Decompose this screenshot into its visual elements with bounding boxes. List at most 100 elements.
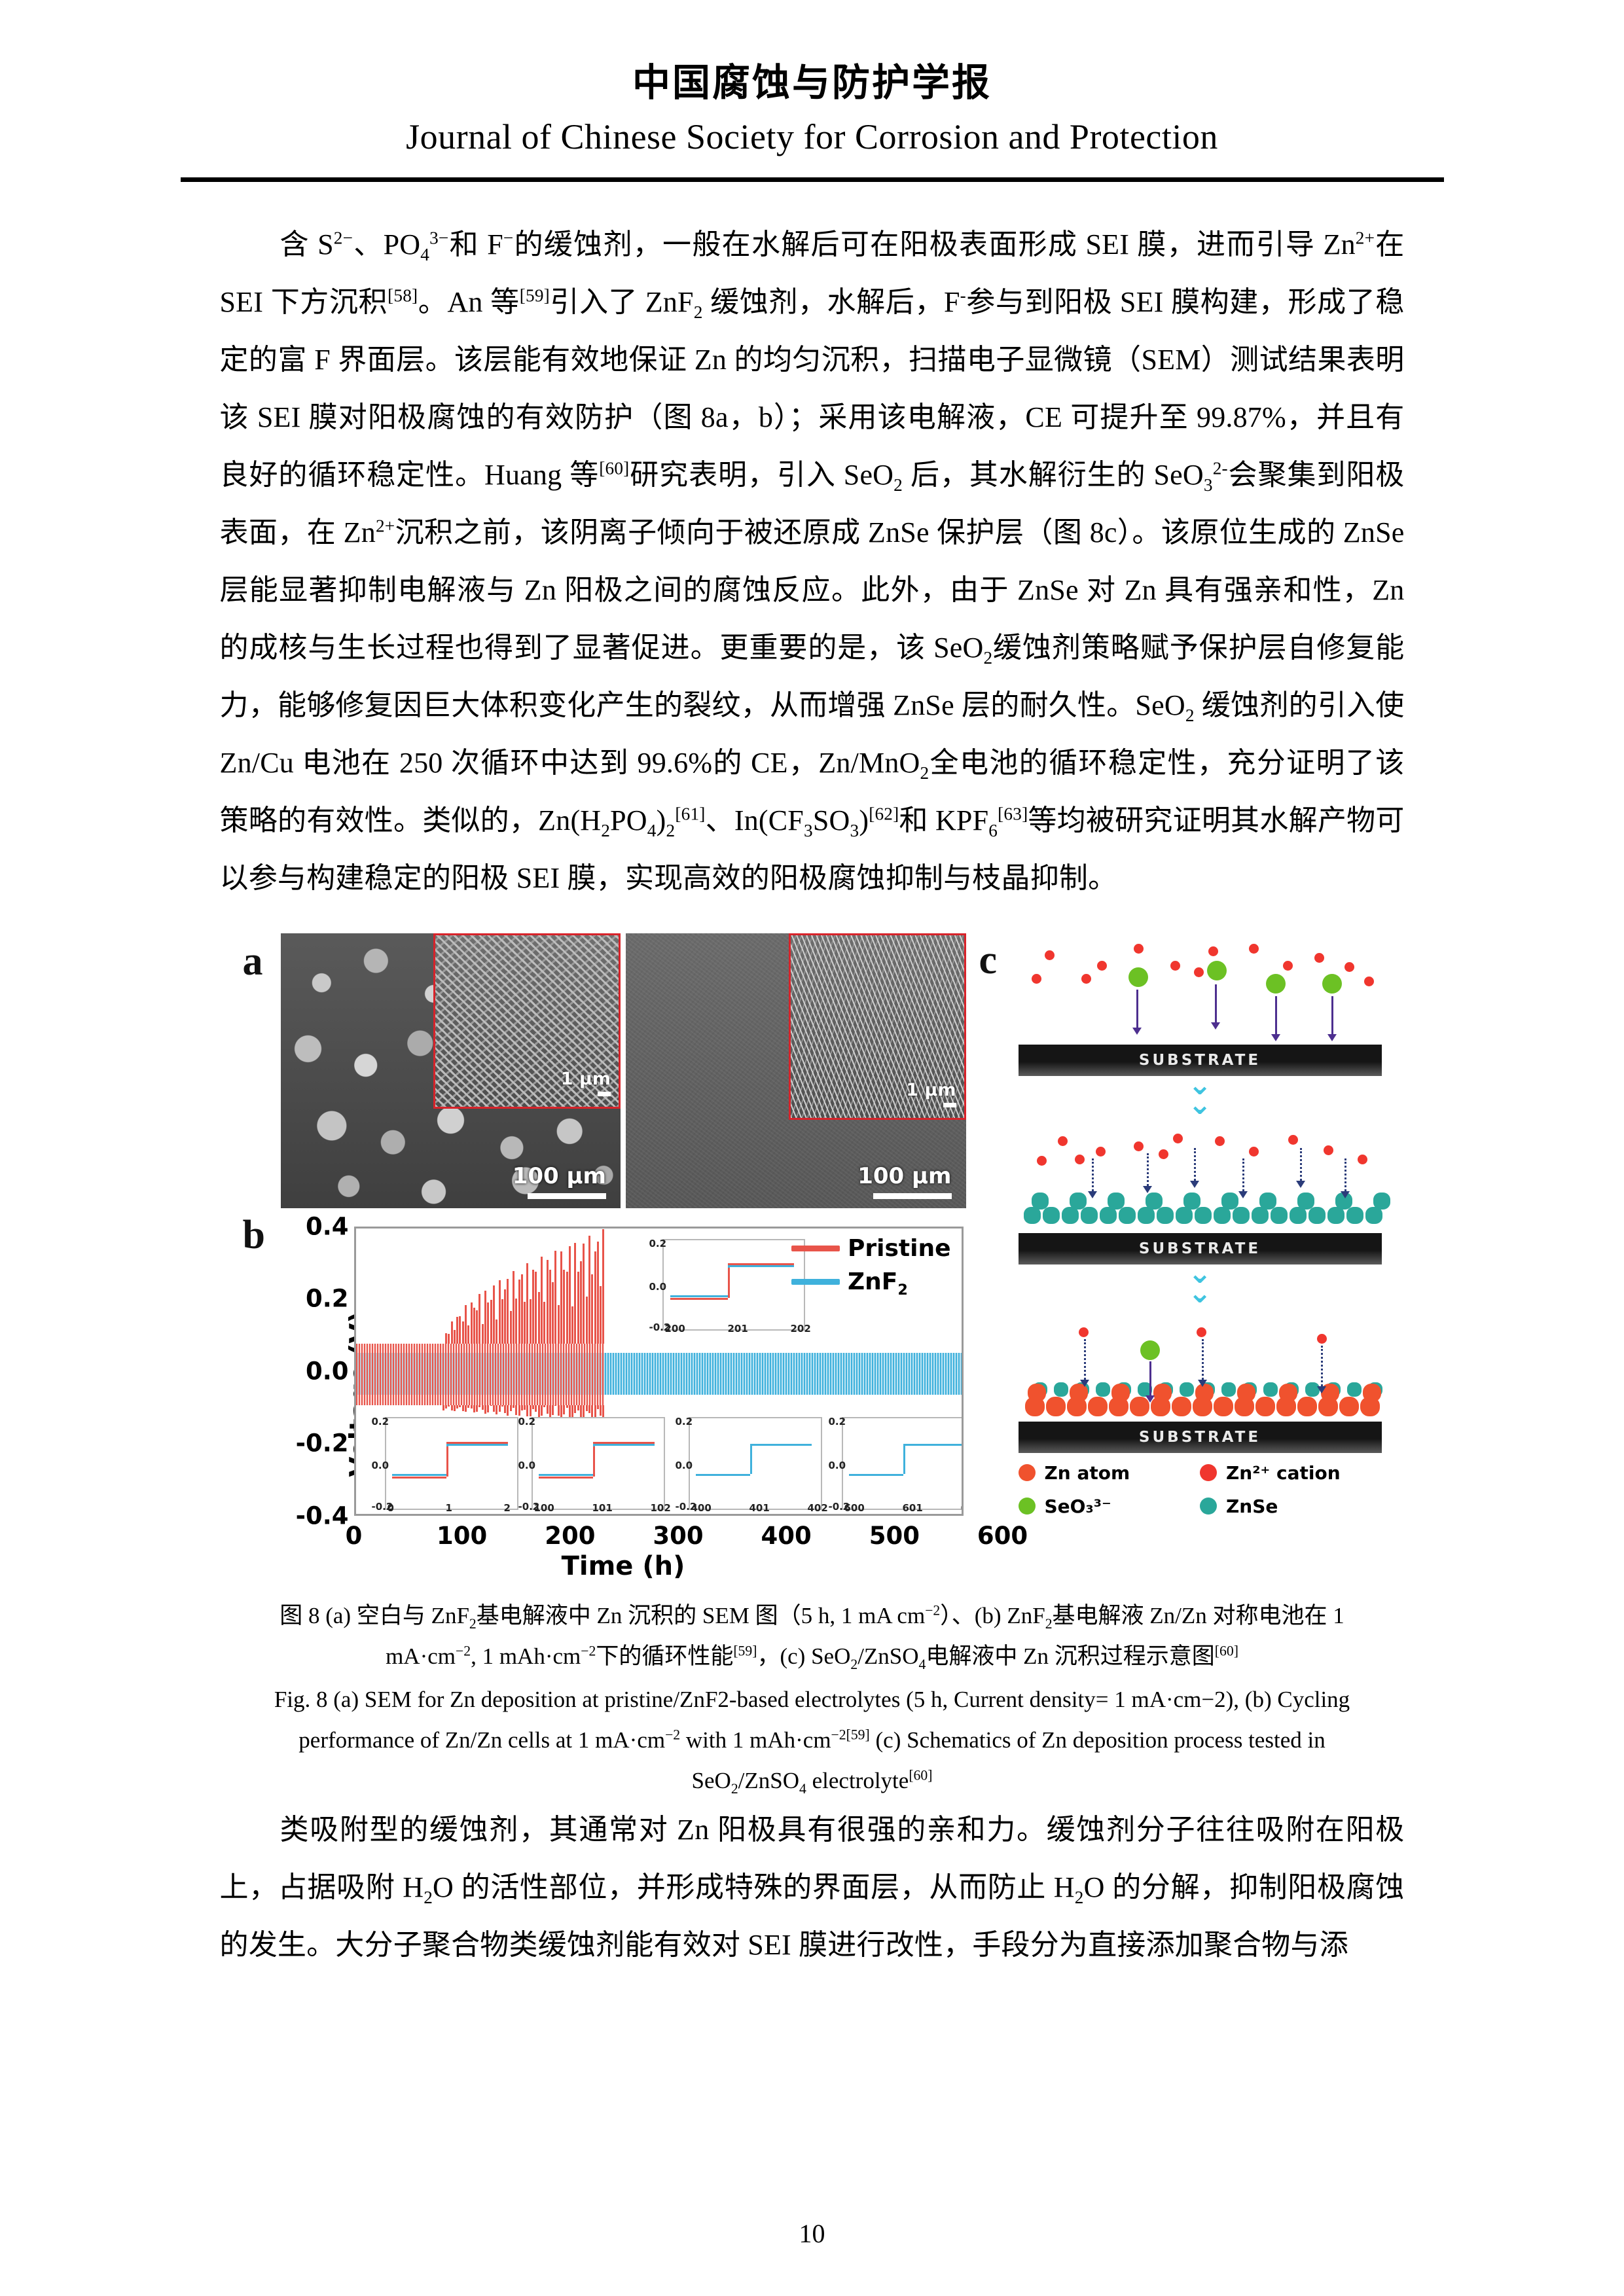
inset-scalebar-left: 1 μm — [561, 1069, 611, 1097]
inset-ytick: -0.2 — [675, 1500, 697, 1513]
zn-cation-dot — [1074, 1154, 1085, 1164]
zn-cation-dot — [1214, 1136, 1225, 1146]
znse-dot — [1221, 1192, 1238, 1210]
schematic-stage-3: SUBSTRATE — [1018, 1310, 1382, 1453]
arrow-head — [1142, 1185, 1152, 1193]
inset-ytick: -0.2 — [371, 1500, 393, 1513]
zn-cation-dot — [1096, 960, 1107, 971]
chart-xtick: 400 — [761, 1521, 812, 1550]
page-header: 中国腐蚀与防护学报 Journal of Chinese Society for… — [0, 0, 1624, 182]
legend-label: Pristine — [848, 1234, 951, 1262]
inset-xtick: 102 — [650, 1501, 671, 1514]
arrow-head — [1197, 1379, 1207, 1387]
schematic-stage-1: SUBSTRATE — [1018, 933, 1382, 1076]
deposition-arrow — [1274, 996, 1277, 1034]
chart-xtick: 0 — [345, 1521, 363, 1550]
zn-cation-dot — [1363, 976, 1374, 986]
chart-xtick: 600 — [977, 1521, 1028, 1550]
deposition-arrow — [1299, 1147, 1302, 1181]
inset-ytick: 0.2 — [675, 1415, 693, 1427]
chevron-down-icon: ⌄ — [1187, 1276, 1212, 1310]
inset-xtick: 401 — [749, 1501, 770, 1514]
inset-ytick: 0.2 — [828, 1415, 846, 1427]
sem-image-znf2: 1 μm 100 μm — [626, 933, 966, 1208]
zn-cation-dot — [1170, 960, 1180, 971]
znse-dot — [1346, 1206, 1363, 1224]
zn-cation-dot — [1208, 946, 1218, 956]
arrow-head — [1316, 1386, 1326, 1393]
deposition-arrow — [1331, 996, 1333, 1034]
arrow-head — [1271, 1033, 1280, 1041]
zn-cation-dot — [1172, 1133, 1183, 1143]
legend-label: SeO₃³⁻ — [1044, 1495, 1111, 1517]
znse-dot — [1031, 1192, 1049, 1210]
zn-cation-dot — [1314, 952, 1324, 963]
znse-dot — [1213, 1206, 1231, 1224]
inset-ytick: 0.0 — [518, 1459, 536, 1471]
chart-xlabel: Time (h) — [561, 1551, 685, 1581]
chart-plot-area: Pristine ZnF2 -0.2 0.0 0.2 200 201 202 -0.2 0.0 0.… — [353, 1226, 964, 1516]
znse-dot — [1156, 1206, 1174, 1224]
inset-waveform — [847, 1418, 962, 1498]
znse-dot — [1194, 1206, 1212, 1224]
znse-dot — [1042, 1206, 1060, 1224]
chart-xtick: 200 — [545, 1521, 596, 1550]
zn-cation-dot — [1282, 960, 1293, 971]
substrate-label-3: SUBSTRATE — [1138, 1428, 1261, 1446]
znse-dot — [1232, 1206, 1250, 1224]
zn-atom-dot — [1045, 1396, 1066, 1416]
header-rule — [180, 177, 1444, 182]
zn-cation-dot — [1248, 1146, 1259, 1157]
inset-ytick: 0.0 — [649, 1280, 667, 1293]
inset-waveform — [694, 1418, 817, 1498]
znse-dot — [1305, 1382, 1320, 1397]
zn-cation-dot — [1078, 1327, 1089, 1337]
chart-xtick: 300 — [653, 1521, 704, 1550]
deposition-arrow — [1344, 1158, 1346, 1191]
inset-xtick: 101 — [592, 1501, 613, 1514]
deposition-arrow — [1242, 1158, 1244, 1191]
inset-ytick: 0.0 — [371, 1459, 389, 1471]
inset-waveform — [668, 1240, 800, 1319]
znse-dot — [1259, 1192, 1276, 1210]
chart-inset-600-602: -0.2 0.0 0.2 600 601 602 — [829, 1416, 962, 1514]
znse-dot — [1053, 1382, 1068, 1397]
arrow-head — [1079, 1379, 1089, 1387]
chart-trace-pristine — [355, 1344, 605, 1406]
seo3-dot — [1265, 973, 1286, 994]
legend-marker — [1200, 1498, 1217, 1515]
inset-xtick: 1 — [445, 1501, 452, 1514]
znse-dot — [1179, 1382, 1194, 1397]
chart-inset-0-2: -0.2 0.0 0.2 0 1 2 — [372, 1416, 518, 1514]
znse-dot — [1373, 1192, 1390, 1210]
zn-cation-dot — [1193, 967, 1204, 977]
inset-xtick: 601 — [902, 1501, 923, 1514]
chart-legend: Pristine ZnF2 — [791, 1235, 951, 1302]
panel-a-label: a — [242, 939, 263, 984]
chart-ytick: 0.0 — [305, 1357, 349, 1386]
znse-dot — [1183, 1192, 1200, 1210]
zn-atom-dot — [1213, 1396, 1233, 1416]
znse-dot — [1221, 1382, 1236, 1397]
sem-inset-pristine: 1 μm — [433, 933, 621, 1109]
zn-cation-dot — [1316, 1333, 1327, 1344]
chart-ytick: 0.2 — [305, 1284, 349, 1313]
figure-right-column: c SUBSTRATE ⌄ ⌄ SUBSTRATE — [978, 933, 1390, 1517]
legend-label: ZnF2 — [848, 1268, 908, 1299]
figure-caption: 图 8 (a) 空白与 ZnF2基电解液中 Zn 沉积的 SEM 图（5 h, … — [243, 1596, 1382, 1801]
sem-inset-znf2: 1 μm — [789, 933, 966, 1121]
inset-waveform — [390, 1418, 513, 1498]
znse-dot — [1175, 1206, 1193, 1224]
paragraph-1: 含 S2−、PO43−和 F−的缓蚀剂，一般在水解后可在阳极表面形成 SEI 膜… — [219, 227, 1405, 894]
panel-b: b Voltage (V) -0.4-0.20.00.20.4 Pristine… — [243, 1212, 1028, 1581]
chart-xtick: 500 — [869, 1521, 920, 1550]
legend-item: ZnSe — [1200, 1496, 1382, 1517]
zn-cation-dot — [1357, 1154, 1367, 1164]
legend-item: ZnF2 — [791, 1268, 951, 1299]
chart-inset-200-202: -0.2 0.0 0.2 200 201 202 — [649, 1238, 811, 1335]
znse-dot — [1145, 1192, 1163, 1210]
panel-c-label: c — [979, 937, 998, 982]
zn-cation-dot — [1323, 1145, 1333, 1155]
arrow-head — [1327, 1033, 1337, 1041]
legend-marker — [1018, 1464, 1036, 1482]
